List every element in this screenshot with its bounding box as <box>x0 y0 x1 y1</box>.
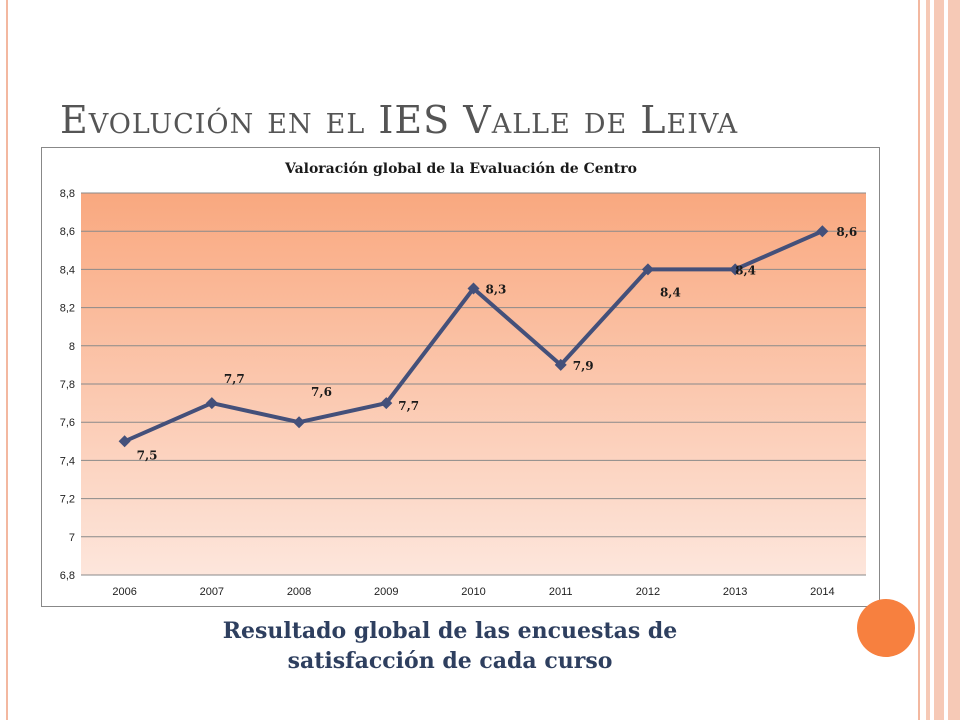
data-label: 8,6 <box>836 225 857 239</box>
deco-bar-2 <box>934 0 944 720</box>
x-tick-label: 2014 <box>810 586 834 598</box>
x-tick-label: 2006 <box>112 586 136 598</box>
caption-line-2: satisfacción de cada curso <box>287 648 613 674</box>
y-tick-label: 7,2 <box>60 494 75 506</box>
x-tick-label: 2008 <box>287 586 311 598</box>
y-tick-label: 7,4 <box>60 455 75 467</box>
y-tick-label: 7 <box>69 532 75 544</box>
y-tick-label: 6,8 <box>60 570 75 582</box>
x-tick-label: 2009 <box>374 586 398 598</box>
data-point <box>380 397 393 410</box>
x-tick-label: 2012 <box>636 586 660 598</box>
data-point <box>816 225 829 238</box>
y-tick-label: 7,8 <box>60 379 75 391</box>
data-label: 7,5 <box>137 448 158 462</box>
x-tick-label: 2013 <box>723 586 747 598</box>
data-label: 7,9 <box>573 359 594 373</box>
x-tick-label: 2011 <box>549 586 573 598</box>
data-label: 7,7 <box>398 399 419 413</box>
line-chart: Valoración global de la Evaluación de Ce… <box>60 161 866 598</box>
data-point <box>467 282 480 295</box>
data-label: 7,6 <box>311 385 332 399</box>
deco-bar-1 <box>926 0 930 720</box>
x-tick-label: 2007 <box>200 586 224 598</box>
data-point <box>205 397 218 410</box>
data-label: 8,4 <box>660 285 681 299</box>
y-tick-label: 7,6 <box>60 417 75 429</box>
slide-caption: Resultado global de las encuestas de sat… <box>150 616 750 676</box>
data-point <box>293 416 306 429</box>
slide-title: Evolución en el IES Valle de Leiva <box>60 98 739 142</box>
data-point <box>118 435 131 448</box>
data-point <box>554 358 567 371</box>
decorative-circle <box>857 599 915 657</box>
data-label: 8,4 <box>735 263 756 277</box>
frame-line-left <box>6 0 8 720</box>
data-point <box>641 263 654 276</box>
caption-line-1: Resultado global de las encuestas de <box>222 618 678 644</box>
y-tick-label: 8 <box>69 341 75 353</box>
y-tick-label: 8,6 <box>60 226 75 238</box>
data-point <box>729 263 742 276</box>
x-tick-label: 2010 <box>461 586 485 598</box>
y-tick-label: 8,8 <box>60 188 75 200</box>
chart-title: Valoración global de la Evaluación de Ce… <box>284 161 637 177</box>
data-label: 8,3 <box>486 283 507 297</box>
y-tick-label: 8,2 <box>60 303 75 315</box>
deco-bar-3 <box>948 0 960 720</box>
data-label: 7,7 <box>224 372 245 386</box>
frame-line-right <box>918 0 920 720</box>
y-tick-label: 8,4 <box>60 264 75 276</box>
